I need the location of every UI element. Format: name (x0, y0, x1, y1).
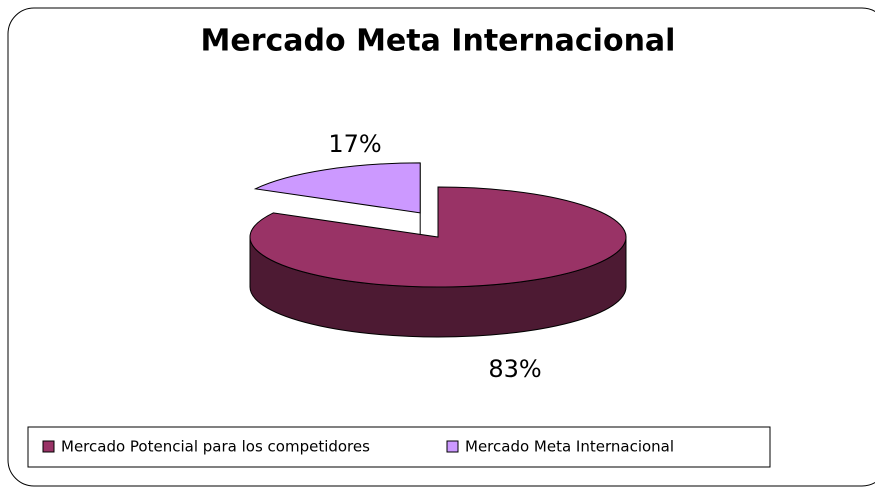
legend-swatch (446, 440, 459, 453)
legend-swatch (42, 440, 55, 453)
data-label: 17% (328, 130, 381, 158)
legend-box (27, 426, 771, 468)
pie-slice (249, 186, 627, 288)
legend-label: Mercado Meta Internacional (465, 438, 674, 456)
chart-title: Mercado Meta Internacional (201, 24, 676, 59)
data-label: 83% (488, 355, 541, 383)
pie-slice (253, 162, 421, 214)
legend-label: Mercado Potencial para los competidores (61, 438, 370, 456)
